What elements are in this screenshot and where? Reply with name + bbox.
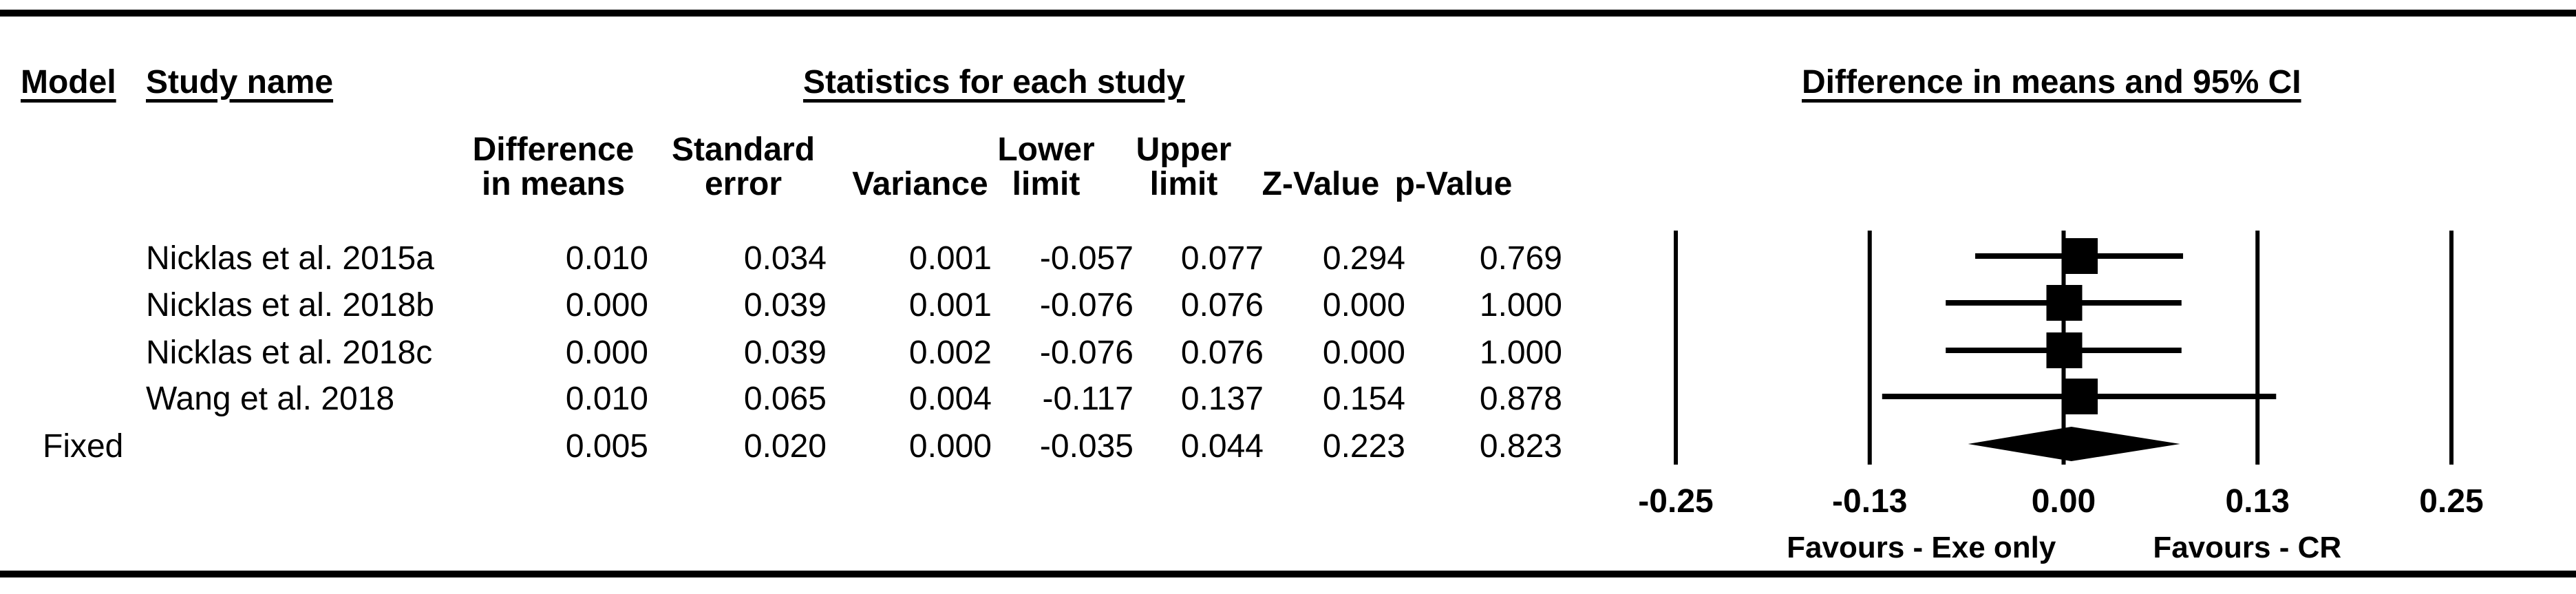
col-header-difference: Difference in means (472, 131, 635, 202)
cell-standard-error: 0.020 (743, 428, 827, 465)
study-name: Nicklas et al. 2018b (146, 287, 434, 323)
bottom-border (0, 571, 2576, 577)
cell-variance: 0.002 (908, 335, 992, 371)
cell-lower-limit: -0.076 (1039, 335, 1133, 371)
col-header-standard-error: Standard error (671, 131, 816, 202)
cell-p-value: 1.000 (1479, 287, 1562, 323)
favours-left-label: Favours - Exe only (1787, 531, 2056, 564)
col-header-variance: Variance (852, 166, 988, 202)
cell-standard-error: 0.065 (743, 381, 827, 417)
point-estimate-square (2046, 332, 2083, 368)
cell-standard-error: 0.034 (743, 240, 827, 277)
cell-p-value: 0.878 (1479, 381, 1562, 417)
col-header-upper-limit: Upper limit (1136, 131, 1232, 202)
cell-upper-limit: 0.044 (1180, 428, 1264, 465)
cell-upper-limit: 0.077 (1180, 240, 1264, 277)
x-tick-label: 0.00 (2032, 483, 2096, 520)
cell-z-value: 0.154 (1322, 381, 1405, 417)
cell-p-value: 0.823 (1479, 428, 1562, 465)
col-header-p-value: p-Value (1394, 166, 1513, 202)
x-tick-label: -0.13 (1832, 483, 1907, 520)
cell-difference: 0.010 (565, 240, 648, 277)
col-header-z-value: Z-Value (1262, 166, 1380, 202)
cell-difference: 0.000 (565, 335, 648, 371)
model-label-fixed: Fixed (43, 428, 124, 465)
cell-p-value: 1.000 (1479, 335, 1562, 371)
cell-variance: 0.004 (908, 381, 992, 417)
study-name: Wang et al. 2018 (146, 381, 395, 417)
favours-right-label: Favours - CR (2153, 531, 2341, 564)
point-estimate-square (2046, 285, 2083, 321)
cell-z-value: 0.294 (1322, 240, 1405, 277)
cell-upper-limit: 0.137 (1180, 381, 1264, 417)
study-name-header: Study name (146, 64, 334, 100)
cell-upper-limit: 0.076 (1180, 287, 1264, 323)
cell-upper-limit: 0.076 (1180, 335, 1264, 371)
cell-standard-error: 0.039 (743, 287, 827, 323)
cell-lower-limit: -0.057 (1039, 240, 1133, 277)
study-name: Nicklas et al. 2015a (146, 240, 434, 277)
cell-standard-error: 0.039 (743, 335, 827, 371)
cell-z-value: 0.223 (1322, 428, 1405, 465)
top-border (0, 10, 2576, 17)
point-estimate-square (2062, 379, 2098, 414)
summary-diamond (1968, 427, 2180, 461)
col-header-lower-limit: Lower limit (997, 131, 1095, 202)
ci-title: Difference in means and 95% CI (1802, 64, 2301, 100)
cell-z-value: 0.000 (1322, 335, 1405, 371)
x-tick-label: 0.25 (2419, 483, 2483, 520)
cell-variance: 0.001 (908, 240, 992, 277)
cell-lower-limit: -0.035 (1039, 428, 1133, 465)
cell-p-value: 0.769 (1479, 240, 1562, 277)
cell-difference: 0.010 (565, 381, 648, 417)
point-estimate-square (2062, 238, 2098, 274)
statistics-header: Statistics for each study (803, 64, 1185, 100)
x-tick-label: 0.13 (2226, 483, 2290, 520)
cell-lower-limit: -0.076 (1039, 287, 1133, 323)
cell-variance: 0.001 (908, 287, 992, 323)
cell-difference: 0.005 (565, 428, 648, 465)
model-header: Model (21, 64, 116, 100)
cell-z-value: 0.000 (1322, 287, 1405, 323)
cell-lower-limit: -0.117 (1042, 381, 1133, 417)
cell-difference: 0.000 (565, 287, 648, 323)
cell-variance: 0.000 (908, 428, 992, 465)
x-tick-label: -0.25 (1638, 483, 1713, 520)
study-name: Nicklas et al. 2018c (146, 335, 433, 371)
